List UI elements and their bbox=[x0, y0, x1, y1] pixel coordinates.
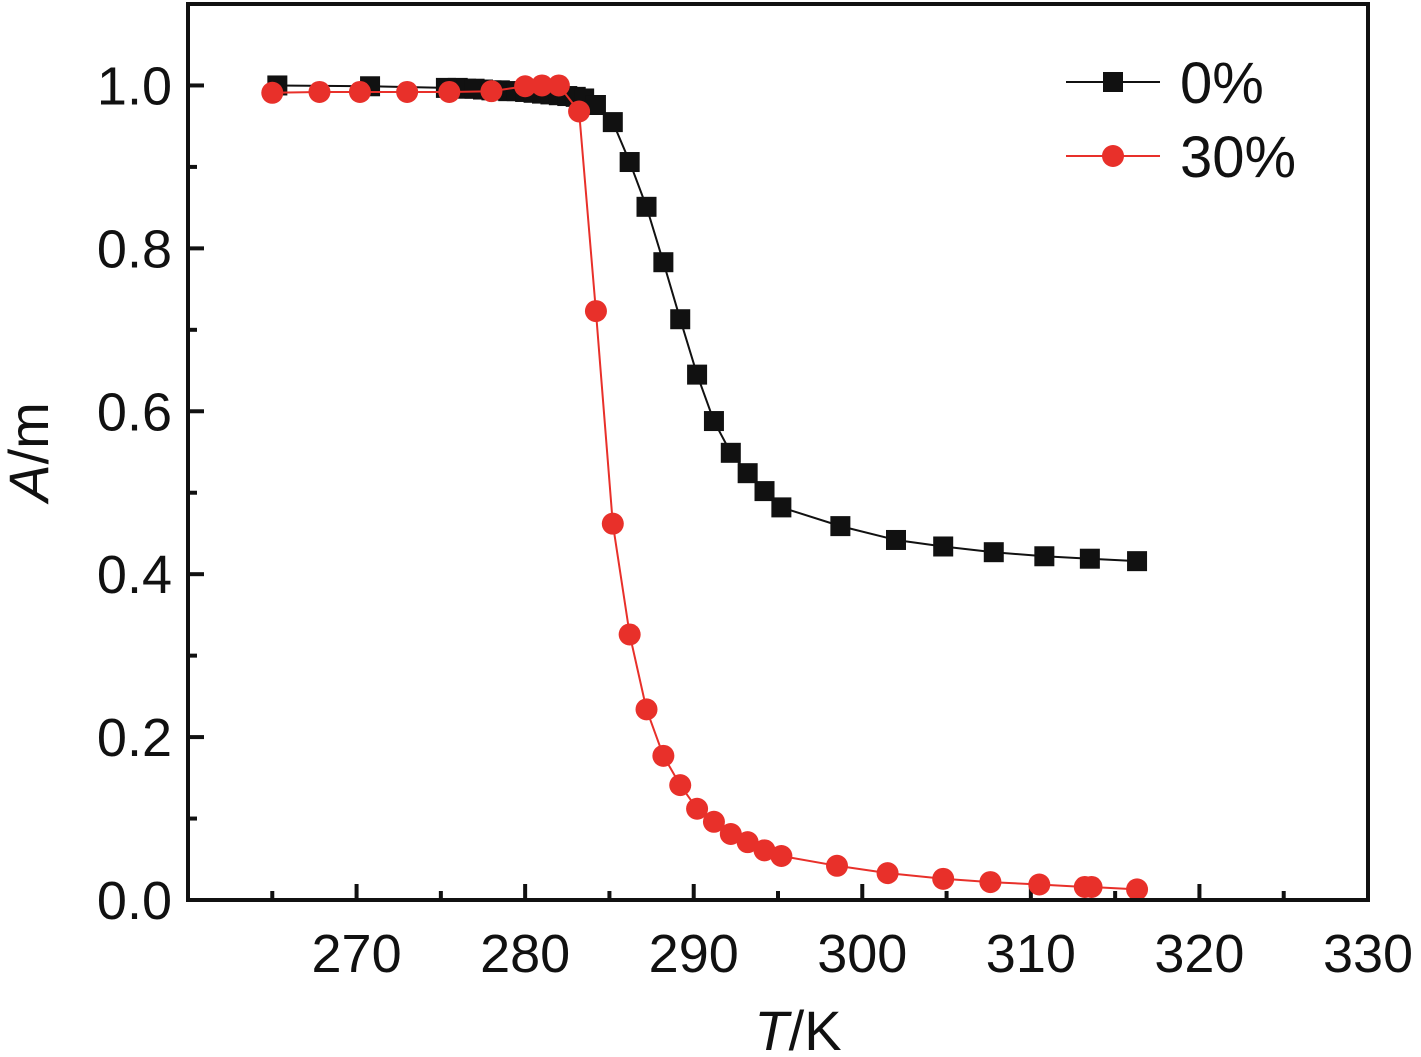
data-point bbox=[1034, 546, 1055, 567]
data-point bbox=[686, 797, 709, 820]
x-tick-label: 320 bbox=[1154, 924, 1244, 984]
x-tick-label: 270 bbox=[312, 924, 402, 984]
data-point bbox=[770, 845, 793, 868]
data-point bbox=[653, 252, 674, 273]
x-tick-label: 330 bbox=[1323, 924, 1413, 984]
ticks-layer bbox=[188, 83, 1286, 900]
data-point bbox=[635, 698, 658, 721]
data-point bbox=[601, 512, 624, 535]
labels-layer: 270 280 290 300 310 320 330 0.0 0.2 0.4 0.6 0.8 1.0 T… bbox=[0, 56, 1413, 1057]
data-point bbox=[438, 80, 461, 103]
y-tick-label: 0.6 bbox=[97, 382, 172, 442]
data-point bbox=[702, 810, 725, 833]
y-tick-label: 0.2 bbox=[97, 708, 172, 768]
x-tick-label: 300 bbox=[817, 924, 907, 984]
y-axis-unit: /m bbox=[0, 402, 60, 464]
legend-item-1: 30% bbox=[1066, 125, 1296, 190]
data-point bbox=[736, 831, 759, 854]
x-axis-unit: /K bbox=[789, 999, 842, 1057]
data-point bbox=[932, 867, 955, 890]
data-point bbox=[830, 516, 851, 537]
data-point bbox=[771, 497, 792, 518]
data-point bbox=[585, 95, 606, 116]
data-point bbox=[652, 744, 675, 767]
data-point bbox=[886, 529, 906, 550]
y-tick-label: 0.8 bbox=[97, 219, 172, 279]
data-point bbox=[568, 100, 591, 123]
data-point bbox=[514, 75, 537, 98]
x-axis-title: T/K bbox=[754, 999, 841, 1057]
y-tick-label: 0.4 bbox=[97, 545, 172, 605]
series-line bbox=[277, 84, 1138, 563]
data-point bbox=[584, 300, 607, 323]
legend-label: 30% bbox=[1180, 125, 1296, 190]
data-point bbox=[1028, 873, 1051, 896]
x-tick-label: 280 bbox=[480, 924, 570, 984]
x-tick-label: 290 bbox=[649, 924, 739, 984]
y-tick-label: 0.0 bbox=[97, 871, 172, 931]
x-tick-label: 310 bbox=[986, 924, 1076, 984]
data-point bbox=[826, 854, 848, 877]
data-point bbox=[1127, 551, 1148, 572]
data-point bbox=[687, 364, 708, 385]
data-point bbox=[979, 871, 1002, 894]
legend-marker bbox=[1102, 145, 1124, 167]
series-0 bbox=[267, 75, 1148, 572]
data-point bbox=[754, 481, 775, 502]
data-point bbox=[619, 152, 640, 173]
y-axis-variable: A bbox=[0, 464, 60, 504]
data-point bbox=[720, 442, 741, 463]
data-point bbox=[348, 80, 371, 103]
data-point bbox=[480, 80, 503, 103]
data-point bbox=[1079, 548, 1100, 569]
data-point bbox=[983, 542, 1004, 563]
data-point bbox=[670, 309, 691, 330]
data-point bbox=[602, 112, 623, 133]
series-1 bbox=[261, 74, 1149, 901]
series-layer bbox=[261, 74, 1149, 901]
data-point bbox=[1080, 875, 1103, 898]
data-point bbox=[703, 411, 724, 432]
x-axis-variable: T bbox=[754, 999, 792, 1057]
data-point bbox=[737, 463, 758, 484]
data-point bbox=[636, 196, 657, 217]
data-point bbox=[547, 74, 570, 97]
y-tick-label: 1.0 bbox=[97, 56, 172, 116]
data-point bbox=[531, 74, 553, 97]
data-point bbox=[1126, 878, 1149, 901]
legend-layer: 0%30% bbox=[1066, 51, 1296, 190]
data-point bbox=[618, 623, 641, 646]
data-point bbox=[753, 839, 776, 862]
legend-marker bbox=[1103, 72, 1123, 92]
legend-item-0: 0% bbox=[1066, 51, 1264, 116]
data-point bbox=[396, 80, 419, 103]
data-point bbox=[719, 823, 742, 846]
data-point bbox=[876, 862, 899, 885]
y-axis-title: A/m bbox=[0, 402, 60, 505]
data-point bbox=[669, 774, 692, 797]
legend-label: 0% bbox=[1180, 51, 1264, 116]
plot-frame bbox=[186, 2, 1370, 902]
series-line bbox=[272, 84, 1138, 891]
data-point bbox=[261, 81, 284, 104]
data-point bbox=[933, 536, 954, 557]
data-point bbox=[308, 80, 331, 103]
